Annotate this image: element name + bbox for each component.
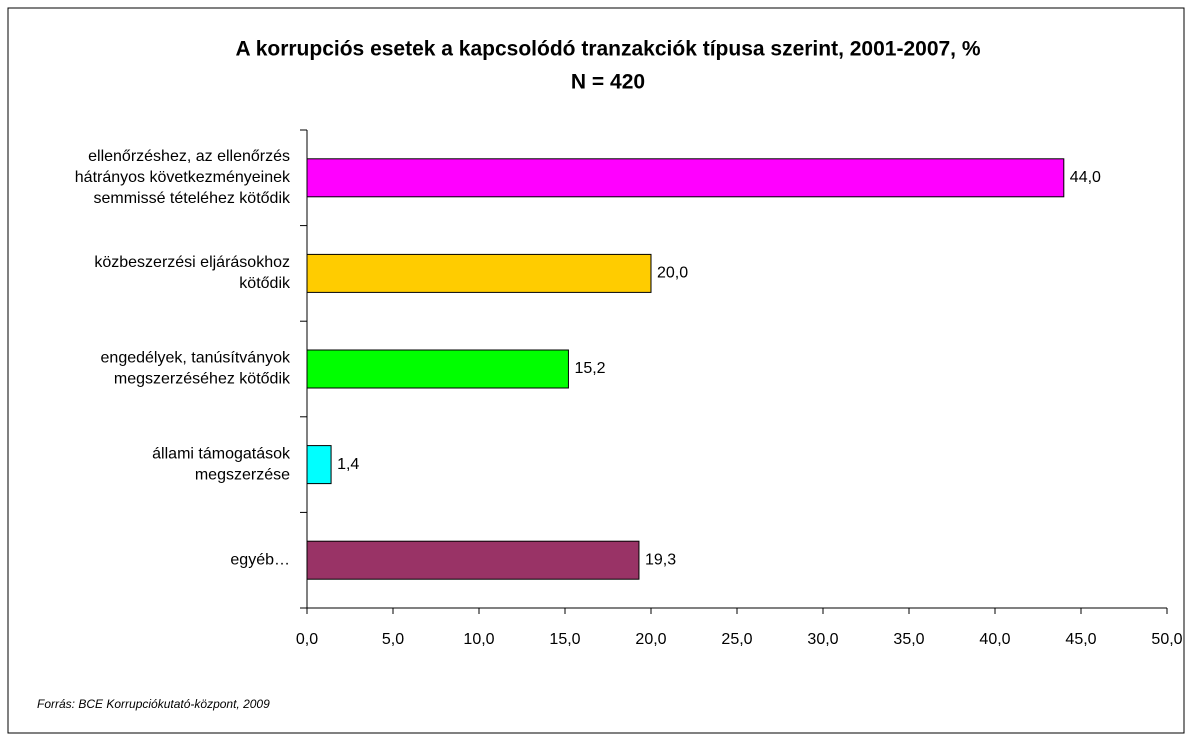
bar [306, 540, 640, 580]
value-label: 1,4 [337, 456, 359, 473]
y-tick-label: hátrányos következményeinek [75, 169, 291, 186]
value-label: 19,3 [645, 551, 676, 568]
y-tick-label: kötődik [239, 275, 291, 292]
x-tick-label: 20,0 [635, 631, 666, 648]
y-tick-label: ellenőrzéshez, az ellenőrzés [88, 148, 290, 165]
x-tick-label: 0,0 [296, 631, 318, 648]
x-tick-label: 30,0 [807, 631, 838, 648]
bar [306, 445, 332, 485]
value-label: 15,2 [574, 360, 605, 377]
chart-border [7, 7, 1185, 734]
x-tick-label: 5,0 [382, 631, 404, 648]
y-tick-label: közbeszerzési eljárásokhoz [94, 254, 290, 271]
y-tick-label: engedélyek, tanúsítványok [101, 350, 291, 367]
y-tick-label: megszerzése [195, 466, 290, 483]
x-tick-label: 10,0 [463, 631, 494, 648]
y-tick-label: semmissé tételéhez kötődik [93, 190, 291, 207]
value-label: 44,0 [1070, 169, 1101, 186]
bar [306, 349, 569, 389]
x-tick-label: 50,0 [1151, 631, 1182, 648]
bar [306, 158, 1065, 198]
chart-title: A korrupciós esetek a kapcsolódó tranzak… [235, 38, 980, 61]
value-label: 20,0 [657, 265, 688, 282]
bar [306, 253, 652, 293]
y-tick-label: megszerzéséhez kötődik [114, 371, 291, 388]
x-tick-label: 15,0 [549, 631, 580, 648]
x-tick-label: 40,0 [979, 631, 1010, 648]
y-tick-label: egyéb… [230, 551, 290, 568]
x-tick-label: 35,0 [893, 631, 924, 648]
source-note: Forrás: BCE Korrupciókutató-központ, 200… [37, 697, 270, 711]
y-tick-label: állami támogatások [152, 445, 291, 462]
chart-subtitle: N = 420 [571, 71, 645, 94]
x-tick-label: 25,0 [721, 631, 752, 648]
x-tick-label: 45,0 [1065, 631, 1096, 648]
